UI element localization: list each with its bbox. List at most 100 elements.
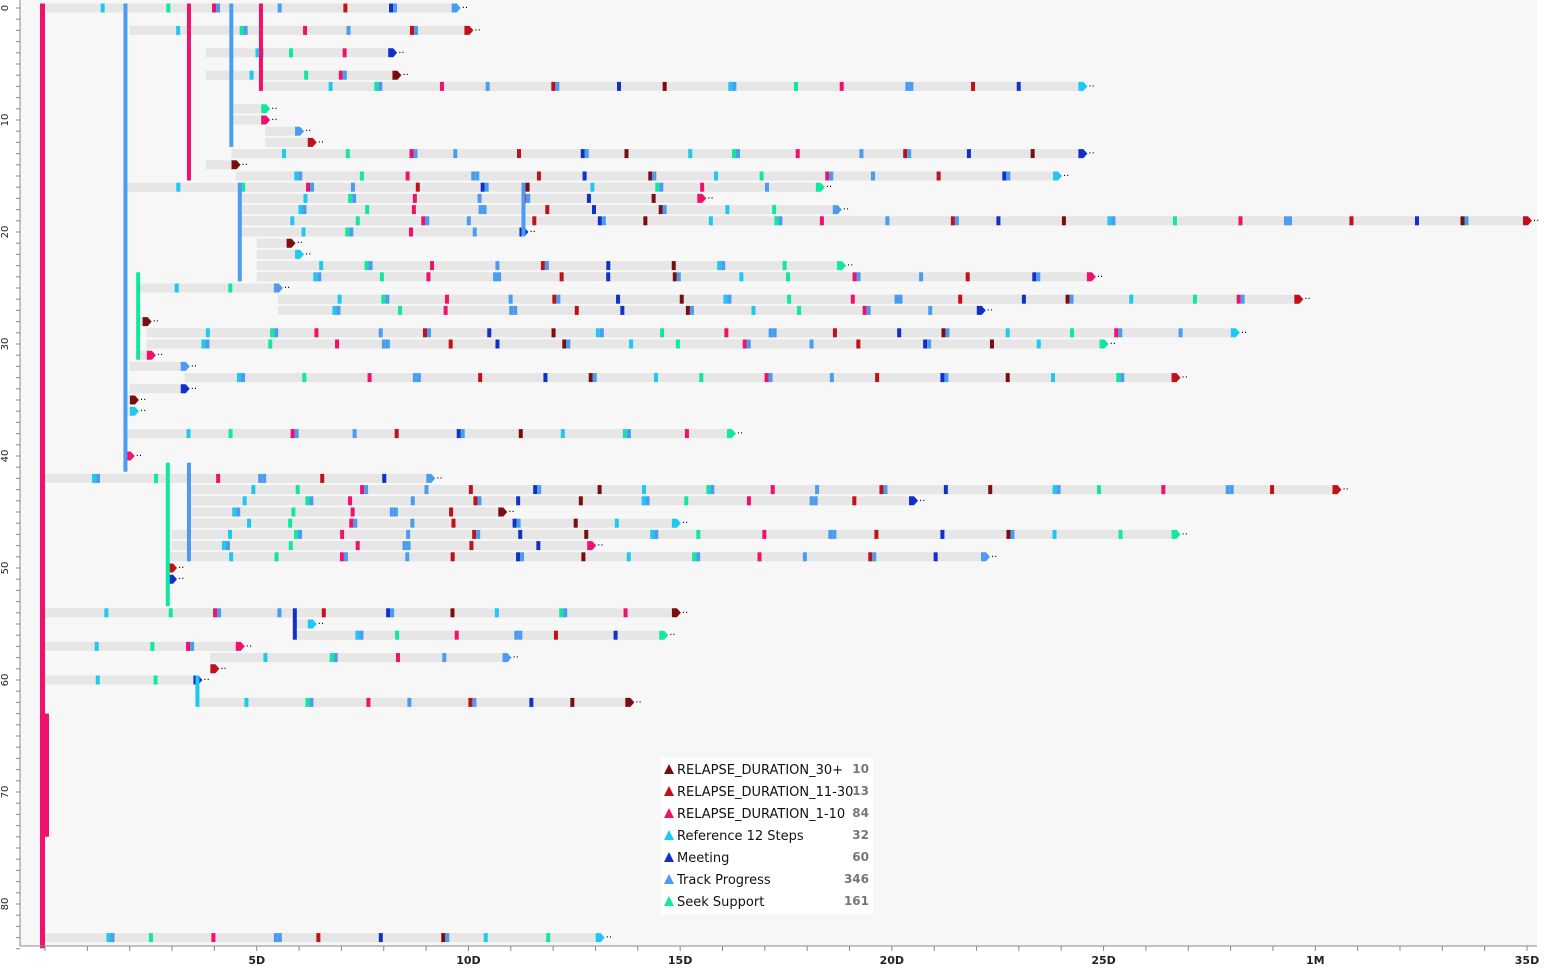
- event-tick: [1283, 216, 1288, 226]
- event-tick: [495, 339, 500, 349]
- event-tick: [472, 697, 477, 707]
- event-tick: [487, 328, 492, 338]
- more-marker: ··: [178, 574, 184, 585]
- event-tick: [651, 193, 656, 203]
- branch-bar: [292, 608, 297, 640]
- legend-triangle-icon: [664, 874, 674, 884]
- sequence-bar: [294, 630, 664, 640]
- more-marker: ··: [140, 406, 146, 417]
- sequence-end-mark: [426, 473, 436, 483]
- event-tick: [94, 641, 99, 651]
- sequence-bar: [146, 328, 1235, 338]
- event-tick: [239, 25, 244, 35]
- event-tick: [559, 272, 564, 282]
- event-tick: [295, 485, 300, 495]
- sequence-bar: [277, 305, 981, 315]
- event-tick: [509, 305, 514, 315]
- event-tick: [378, 328, 383, 338]
- event-tick: [277, 933, 282, 943]
- event-tick: [616, 294, 621, 304]
- event-tick: [484, 182, 489, 192]
- sequence-bar: [172, 541, 592, 551]
- event-tick: [255, 48, 260, 58]
- sequence-end-mark: [464, 25, 474, 35]
- event-tick: [555, 81, 560, 91]
- event-tick: [518, 529, 523, 539]
- event-tick: [421, 216, 426, 226]
- y-axis: 0 10 20 30 40 50 60 70 80: [0, 0, 21, 950]
- sequence-end-mark: [1078, 149, 1088, 159]
- event-tick: [460, 429, 465, 439]
- event-tick: [1229, 485, 1234, 495]
- more-marker: ··: [1097, 272, 1103, 283]
- event-tick: [1111, 216, 1116, 226]
- event-tick: [1464, 216, 1469, 226]
- event-tick: [706, 485, 711, 495]
- event-tick: [650, 529, 655, 539]
- event-tick: [477, 496, 482, 506]
- event-tick: [685, 305, 690, 315]
- legend-item: RELAPSE_DURATION_1-10 84: [664, 806, 869, 822]
- more-marker: ··: [284, 283, 290, 294]
- event-tick: [1096, 485, 1101, 495]
- more-marker: ··: [140, 395, 146, 406]
- event-tick: [950, 216, 955, 226]
- event-tick: [772, 205, 777, 215]
- sequence-bar: [45, 3, 456, 13]
- event-tick: [1050, 373, 1055, 383]
- sequence-bar: [205, 48, 393, 58]
- event-tick: [794, 81, 799, 91]
- event-tick: [658, 205, 663, 215]
- event-tick: [321, 608, 326, 618]
- event-tick: [795, 149, 800, 159]
- event-tick: [746, 496, 751, 506]
- event-tick: [176, 25, 181, 35]
- branch-bar: [258, 3, 263, 91]
- legend-count: 161: [844, 894, 869, 908]
- event-tick: [894, 294, 899, 304]
- event-tick: [1070, 328, 1075, 338]
- event-tick: [648, 171, 653, 181]
- sequence-bar: [231, 115, 266, 125]
- legend-triangle-icon: [664, 808, 674, 818]
- sequence-end-mark: [273, 283, 283, 293]
- event-tick: [514, 630, 519, 640]
- more-marker: ··: [462, 3, 468, 14]
- event-tick: [936, 171, 941, 181]
- event-tick: [859, 149, 864, 159]
- sequence-end-mark: [726, 429, 736, 439]
- branch-bar: [521, 182, 526, 237]
- event-tick: [302, 205, 307, 215]
- event-tick: [1114, 328, 1119, 338]
- event-tick: [928, 305, 933, 315]
- event-tick: [1107, 216, 1112, 226]
- event-tick: [471, 171, 476, 181]
- event-tick: [366, 697, 371, 707]
- event-tick: [856, 339, 861, 349]
- event-tick: [382, 473, 387, 483]
- sequence-bar: [129, 361, 185, 371]
- event-tick: [472, 529, 477, 539]
- event-tick: [451, 518, 456, 528]
- event-tick: [629, 339, 634, 349]
- legend-label: Meeting: [677, 851, 729, 866]
- event-tick: [518, 630, 523, 640]
- event-tick: [426, 328, 431, 338]
- legend-item: RELAPSE_DURATION_30+ 10: [664, 762, 869, 778]
- more-marker: ··: [1088, 81, 1094, 92]
- event-tick: [797, 305, 802, 315]
- event-tick: [367, 373, 372, 383]
- event-tick: [493, 272, 498, 282]
- event-tick: [174, 283, 179, 293]
- event-tick: [247, 518, 252, 528]
- event-tick: [940, 373, 945, 383]
- event-tick: [225, 541, 230, 551]
- more-marker: ··: [271, 104, 277, 115]
- event-tick: [398, 305, 403, 315]
- sequence-bar: [129, 384, 185, 394]
- event-tick: [409, 25, 414, 35]
- event-tick: [1006, 171, 1011, 181]
- sequence-bar: [256, 238, 291, 248]
- event-tick: [95, 675, 100, 685]
